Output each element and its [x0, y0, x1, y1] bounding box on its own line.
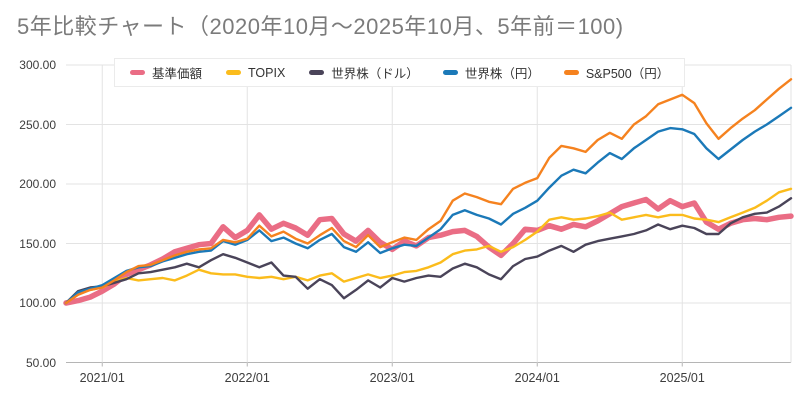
- legend-swatch: [130, 70, 145, 75]
- legend-item-S&P500（円）[interactable]: S&P500（円）: [563, 63, 670, 82]
- y-axis-label: 200.00: [19, 177, 56, 191]
- legend-label: 世界株（円）: [464, 67, 540, 81]
- series-line-世界株（円）: [64, 106, 793, 305]
- legend-swatch: [226, 70, 242, 75]
- legend-swatch: [442, 70, 458, 75]
- x-axis-label: 2025/01: [659, 371, 705, 385]
- y-axis-label: 250.00: [19, 117, 56, 132]
- x-axis-label: 2021/01: [79, 371, 125, 385]
- x-axis-label: 2024/01: [514, 371, 560, 385]
- chart-legend: 基準価額 TOPIX 世界株（ドル） 世界株（円） S&P500（円）: [114, 58, 686, 87]
- legend-item-世界株（ドル）[interactable]: 世界株（ドル）: [309, 63, 419, 82]
- series-line-世界株（ドル）: [64, 197, 793, 305]
- y-axis-label: 50.00: [25, 355, 56, 370]
- legend-label: TOPIX: [248, 65, 286, 80]
- series-line-S&P500（円）: [64, 78, 793, 305]
- x-axis-label: 2022/01: [224, 371, 270, 385]
- legend-item-基準価額[interactable]: 基準価額: [130, 63, 202, 82]
- legend-item-世界株（円）[interactable]: 世界株（円）: [442, 63, 540, 82]
- y-axis-label: 300.00: [19, 58, 56, 72]
- x-axis-label: 2023/01: [369, 371, 415, 385]
- chart-title: 5年比較チャート（2020年10月〜2025年10月、5年前＝100): [17, 14, 624, 39]
- legend-item-TOPIX[interactable]: TOPIX: [226, 66, 285, 80]
- legend-swatch: [309, 70, 325, 75]
- y-axis-label: 100.00: [19, 296, 56, 310]
- legend-label: 世界株（ドル）: [331, 67, 419, 81]
- legend-swatch: [563, 70, 579, 75]
- legend-label: 基準価額: [152, 67, 203, 81]
- series-line-TOPIX: [64, 187, 793, 305]
- legend-label: S&P500（円）: [585, 67, 670, 81]
- y-axis-label: 150.00: [19, 236, 56, 251]
